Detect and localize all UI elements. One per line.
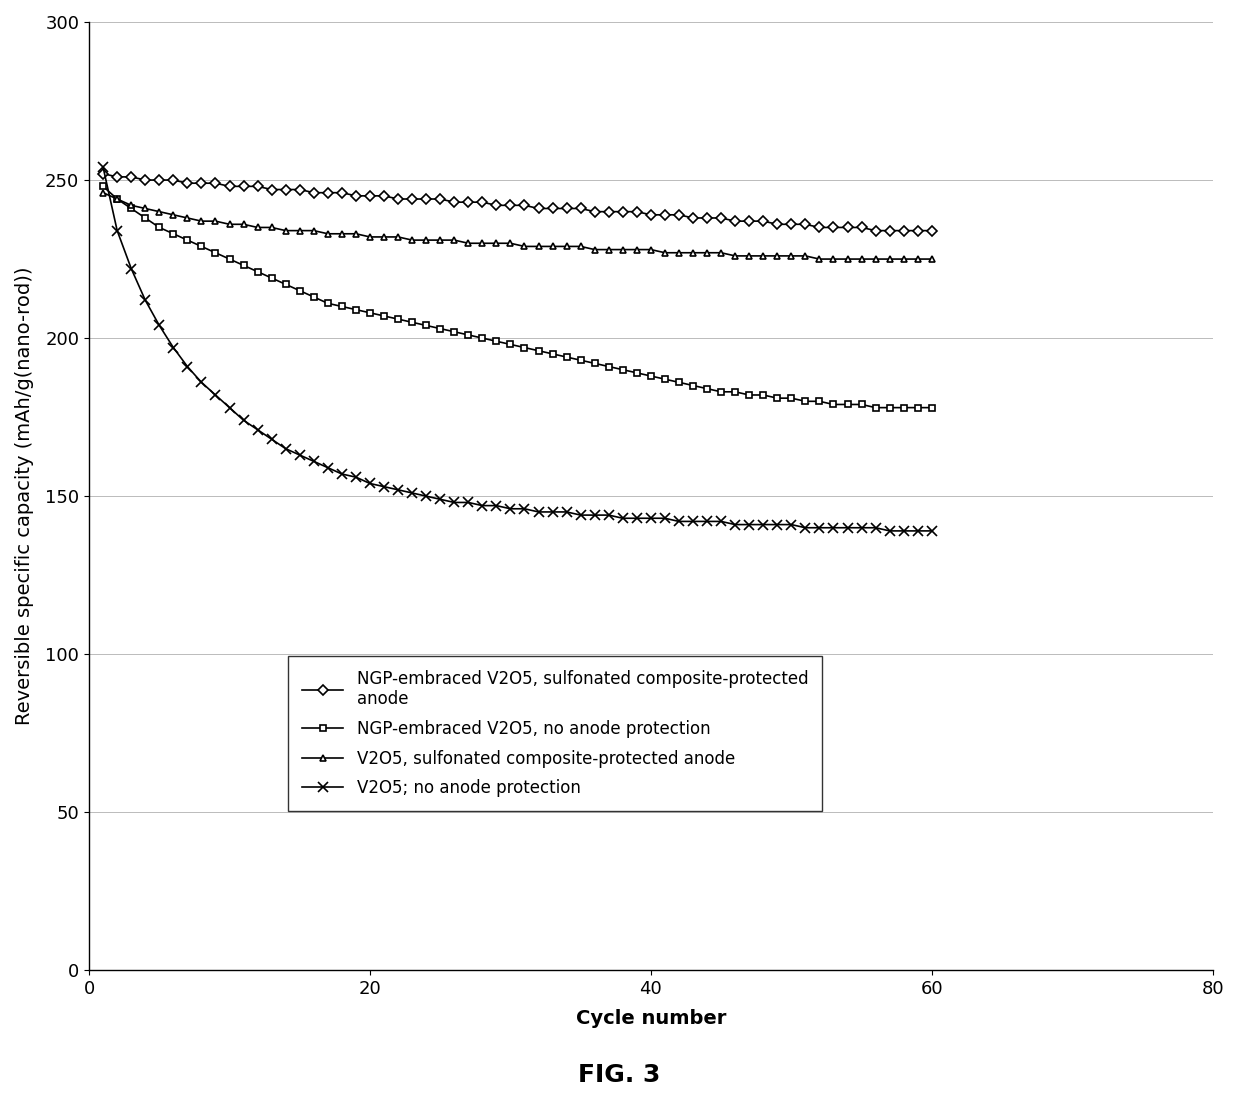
V2O5, sulfonated composite-protected anode	[306, 224, 321, 237]
NGP-embraced V2O5, sulfonated composite-protected
anode	[377, 189, 392, 202]
V2O5; no anode protection	[363, 477, 378, 490]
V2O5, sulfonated composite-protected anode	[377, 231, 392, 244]
Line: NGP-embraced V2O5, no anode protection: NGP-embraced V2O5, no anode protection	[99, 183, 935, 411]
V2O5, sulfonated composite-protected anode	[616, 243, 631, 256]
NGP-embraced V2O5, sulfonated composite-protected
anode	[95, 167, 110, 180]
NGP-embraced V2O5, sulfonated composite-protected
anode	[869, 224, 883, 237]
V2O5, sulfonated composite-protected anode	[812, 253, 826, 266]
NGP-embraced V2O5, no anode protection	[377, 310, 392, 323]
NGP-embraced V2O5, no anode protection	[237, 259, 252, 272]
Line: NGP-embraced V2O5, sulfonated composite-protected
anode: NGP-embraced V2O5, sulfonated composite-…	[99, 170, 935, 234]
Line: V2O5; no anode protection: V2O5; no anode protection	[98, 163, 937, 536]
V2O5, sulfonated composite-protected anode	[237, 217, 252, 231]
V2O5, sulfonated composite-protected anode	[924, 253, 939, 266]
V2O5; no anode protection	[616, 512, 631, 525]
NGP-embraced V2O5, sulfonated composite-protected
anode	[616, 205, 631, 219]
NGP-embraced V2O5, no anode protection	[335, 300, 349, 313]
X-axis label: Cycle number: Cycle number	[576, 1009, 726, 1028]
Text: FIG. 3: FIG. 3	[579, 1063, 660, 1087]
V2O5, sulfonated composite-protected anode	[335, 227, 349, 240]
V2O5; no anode protection	[377, 480, 392, 493]
NGP-embraced V2O5, sulfonated composite-protected
anode	[306, 186, 321, 199]
NGP-embraced V2O5, no anode protection	[363, 306, 378, 320]
V2O5; no anode protection	[924, 525, 939, 538]
NGP-embraced V2O5, no anode protection	[869, 401, 883, 414]
V2O5, sulfonated composite-protected anode	[363, 231, 378, 244]
NGP-embraced V2O5, no anode protection	[306, 290, 321, 303]
Y-axis label: Reversible specific capacity (mAh/g(nano-rod)): Reversible specific capacity (mAh/g(nano…	[15, 267, 33, 726]
V2O5; no anode protection	[335, 468, 349, 481]
Legend: NGP-embraced V2O5, sulfonated composite-protected
anode, NGP-embraced V2O5, no a: NGP-embraced V2O5, sulfonated composite-…	[289, 657, 821, 810]
NGP-embraced V2O5, no anode protection	[924, 401, 939, 414]
NGP-embraced V2O5, no anode protection	[95, 180, 110, 193]
V2O5; no anode protection	[237, 414, 252, 427]
Line: V2O5, sulfonated composite-protected anode: V2O5, sulfonated composite-protected ano…	[99, 189, 935, 262]
NGP-embraced V2O5, sulfonated composite-protected
anode	[924, 224, 939, 237]
NGP-embraced V2O5, sulfonated composite-protected
anode	[237, 180, 252, 193]
NGP-embraced V2O5, sulfonated composite-protected
anode	[335, 186, 349, 199]
NGP-embraced V2O5, no anode protection	[616, 363, 631, 377]
V2O5; no anode protection	[306, 455, 321, 468]
V2O5, sulfonated composite-protected anode	[95, 186, 110, 199]
V2O5; no anode protection	[95, 160, 110, 173]
V2O5; no anode protection	[882, 525, 897, 538]
NGP-embraced V2O5, sulfonated composite-protected
anode	[363, 189, 378, 202]
